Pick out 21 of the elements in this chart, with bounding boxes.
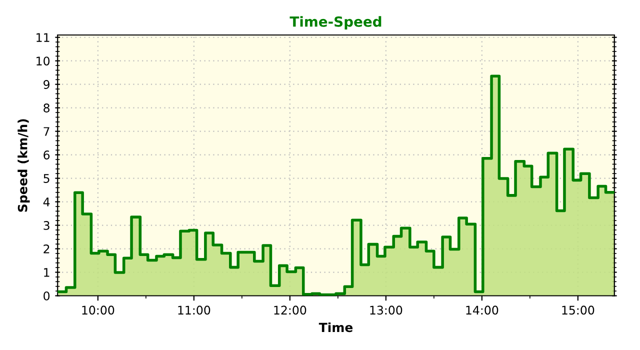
- y-tick-label: 1: [44, 268, 50, 277]
- x-tick-label: 11:00: [178, 306, 210, 315]
- y-tick-label: 4: [43, 198, 50, 206]
- y-tick-label: 9: [44, 80, 50, 89]
- chart-title: Time-Speed: [290, 16, 382, 30]
- y-axis-title: Speed (km/h): [18, 119, 30, 212]
- y-tick-label: 7: [44, 127, 50, 136]
- x-tick-label: 15:00: [562, 306, 594, 315]
- y-tick-label: 3: [44, 221, 50, 230]
- y-tick-label: 6: [44, 150, 50, 160]
- y-tick-label: 10: [36, 56, 50, 66]
- y-tick-label: 2: [44, 244, 50, 254]
- y-tick-label: 5: [44, 174, 50, 183]
- y-tick-label: 11: [36, 33, 50, 42]
- x-axis-title: Time: [318, 322, 353, 332]
- x-tick-label: 14:00: [466, 306, 498, 315]
- x-tick-label: 13:00: [370, 306, 402, 315]
- y-tick-label: 0: [44, 291, 50, 300]
- x-tick-label: 12:00: [274, 306, 306, 315]
- y-tick-label: 8: [44, 104, 50, 112]
- x-tick-label: 10:00: [82, 306, 114, 315]
